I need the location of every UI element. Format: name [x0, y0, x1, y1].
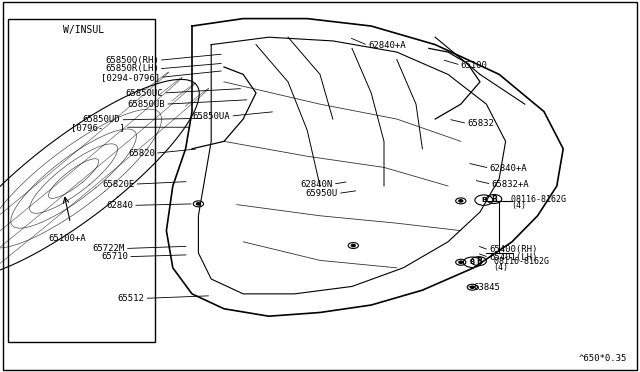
Text: 65100+A: 65100+A [49, 234, 86, 243]
Text: (4): (4) [493, 263, 509, 272]
Circle shape [351, 244, 355, 247]
Text: 62840+A: 62840+A [490, 164, 527, 173]
Circle shape [470, 286, 474, 288]
Text: 65820E: 65820E [102, 180, 134, 189]
Text: 08116-8162G: 08116-8162G [489, 257, 549, 266]
Text: 65850UC: 65850UC [125, 89, 163, 97]
Text: 65832+A: 65832+A [492, 180, 529, 189]
Text: 65850UB: 65850UB [127, 100, 165, 109]
Circle shape [196, 203, 200, 205]
Text: [0294-0796]: [0294-0796] [101, 73, 160, 82]
Text: 65400(RH): 65400(RH) [489, 246, 538, 254]
Text: B: B [470, 259, 475, 265]
Bar [8, 19, 155, 342]
Text: 62840N: 62840N [301, 180, 333, 189]
Text: B: B [492, 195, 497, 203]
Text: 65850UA: 65850UA [193, 112, 230, 121]
Circle shape [459, 261, 463, 263]
Text: 62840: 62840 [106, 201, 133, 210]
Text: 63845: 63845 [474, 283, 500, 292]
Text: 62840+A: 62840+A [368, 41, 406, 50]
Text: 65820: 65820 [128, 149, 155, 158]
Circle shape [459, 200, 463, 202]
Text: B: B [476, 257, 481, 266]
Text: 65850Q(RH): 65850Q(RH) [105, 56, 159, 65]
Text: 65950U: 65950U [306, 189, 338, 198]
Text: 65850UD: 65850UD [83, 115, 120, 124]
Text: (4): (4) [511, 201, 526, 210]
Text: 65100: 65100 [461, 61, 488, 70]
Text: 65401(LH): 65401(LH) [489, 253, 538, 262]
Text: 65850R(LH): 65850R(LH) [105, 64, 159, 73]
Text: B: B [481, 197, 486, 203]
Text: 08116-8162G: 08116-8162G [506, 195, 566, 203]
Text: 65722M: 65722M [93, 244, 125, 253]
Text: 65832: 65832 [467, 119, 494, 128]
Text: 65710: 65710 [101, 252, 128, 261]
Text: W/INSUL: W/INSUL [63, 25, 104, 35]
Text: ^650*0.35: ^650*0.35 [579, 354, 627, 363]
Text: [0796-   ]: [0796- ] [71, 123, 125, 132]
Text: 65512: 65512 [118, 294, 145, 303]
